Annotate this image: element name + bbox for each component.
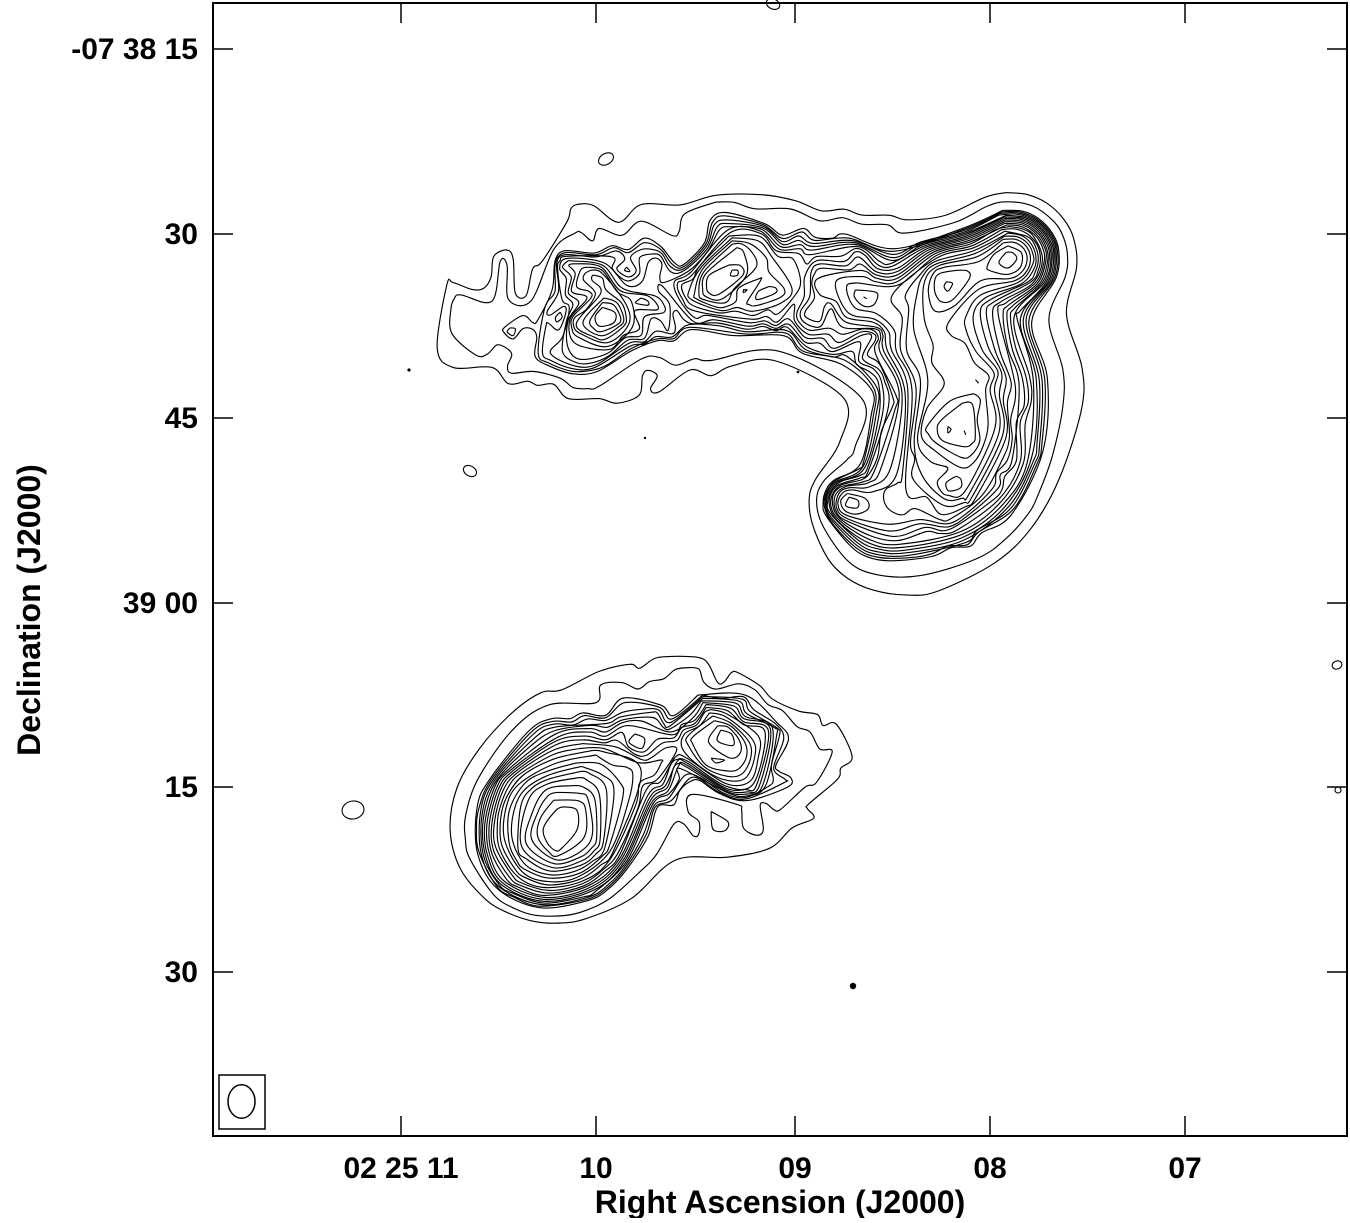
svg-text:08: 08 xyxy=(973,1152,1006,1185)
svg-text:Right Ascension (J2000): Right Ascension (J2000) xyxy=(595,1184,965,1218)
svg-text:45: 45 xyxy=(165,402,198,435)
svg-text:30: 30 xyxy=(165,218,198,251)
svg-text:09: 09 xyxy=(778,1152,811,1185)
svg-text:15: 15 xyxy=(165,771,198,804)
svg-text:30: 30 xyxy=(165,956,198,989)
svg-text:Declination (J2000): Declination (J2000) xyxy=(11,464,47,756)
svg-text:39 00: 39 00 xyxy=(123,587,198,620)
svg-text:02 25 11: 02 25 11 xyxy=(343,1152,458,1185)
svg-text:10: 10 xyxy=(579,1152,612,1185)
svg-text:-07 38 15: -07 38 15 xyxy=(71,33,198,66)
svg-text:07: 07 xyxy=(1168,1152,1201,1185)
